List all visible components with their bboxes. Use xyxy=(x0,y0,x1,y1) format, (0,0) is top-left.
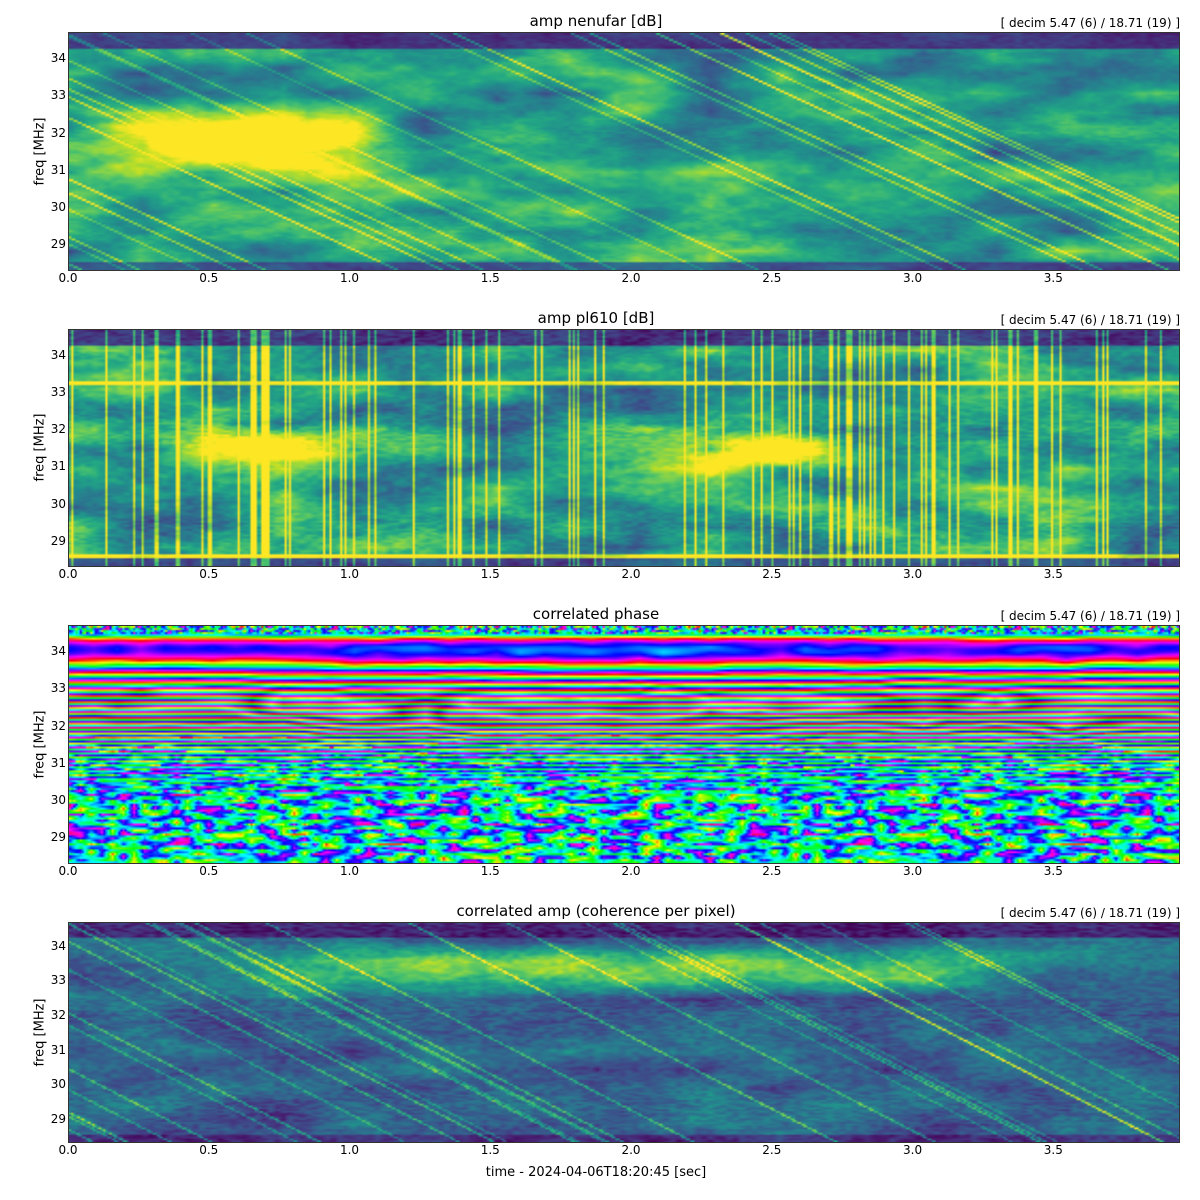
y-axis: freq [MHz]293031323334 xyxy=(12,922,68,1144)
x-tick: 3.0 xyxy=(903,864,922,878)
x-tick: 0.5 xyxy=(199,567,218,581)
y-tick: 32 xyxy=(44,1008,66,1022)
x-tick: 1.0 xyxy=(340,271,359,285)
x-tick: 0.5 xyxy=(199,1143,218,1157)
x-tick: 2.5 xyxy=(762,864,781,878)
x-tick: 1.5 xyxy=(481,271,500,285)
y-tick: 34 xyxy=(44,348,66,362)
y-tick: 33 xyxy=(44,88,66,102)
x-tick: 0.0 xyxy=(58,1143,77,1157)
x-tick: 0.0 xyxy=(58,567,77,581)
panel-p4: correlated amp (coherence per pixel) [ de… xyxy=(12,902,1180,1181)
y-tick: 31 xyxy=(44,1043,66,1057)
x-tick: 0.5 xyxy=(199,864,218,878)
decim-annotation: [ decim 5.47 (6) / 18.71 (19) ] xyxy=(1001,16,1180,30)
y-tick: 34 xyxy=(44,939,66,953)
panel-p1: amp nenufar [dB] [ decim 5.47 (6) / 18.71… xyxy=(12,12,1180,291)
decim-annotation: [ decim 5.47 (6) / 18.71 (19) ] xyxy=(1001,609,1180,623)
spectrogram-plot xyxy=(68,329,1180,568)
spectrogram-canvas xyxy=(69,626,1179,863)
x-tick: 2.5 xyxy=(762,271,781,285)
spectrogram-plot xyxy=(68,32,1180,271)
x-tick: 2.5 xyxy=(762,1143,781,1157)
x-tick: 3.0 xyxy=(903,567,922,581)
x-tick: 1.0 xyxy=(340,567,359,581)
y-tick: 32 xyxy=(44,719,66,733)
x-tick: 2.0 xyxy=(621,567,640,581)
y-tick: 30 xyxy=(44,497,66,511)
panel-p2: amp pl610 [dB] [ decim 5.47 (6) / 18.71 (… xyxy=(12,309,1180,588)
x-tick: 2.5 xyxy=(762,567,781,581)
spectrogram-plot xyxy=(68,625,1180,864)
x-tick: 3.5 xyxy=(1044,567,1063,581)
x-tick: 0.5 xyxy=(199,271,218,285)
x-axis: 0.00.51.01.52.02.53.03.5 xyxy=(68,1143,1180,1163)
y-tick: 33 xyxy=(44,681,66,695)
x-tick: 3.0 xyxy=(903,1143,922,1157)
y-tick: 34 xyxy=(44,51,66,65)
x-tick: 3.5 xyxy=(1044,864,1063,878)
y-axis: freq [MHz]293031323334 xyxy=(12,625,68,864)
y-tick: 29 xyxy=(44,830,66,844)
x-tick: 0.0 xyxy=(58,271,77,285)
y-tick: 31 xyxy=(44,459,66,473)
x-tick: 2.0 xyxy=(621,864,640,878)
spectrogram-canvas xyxy=(69,33,1179,270)
y-tick: 31 xyxy=(44,756,66,770)
x-tick: 1.5 xyxy=(481,1143,500,1157)
y-tick: 29 xyxy=(44,1112,66,1126)
x-tick: 2.0 xyxy=(621,271,640,285)
y-tick: 34 xyxy=(44,644,66,658)
x-axis: 0.00.51.01.52.02.53.03.5 xyxy=(68,864,1180,884)
decim-annotation: [ decim 5.47 (6) / 18.71 (19) ] xyxy=(1001,313,1180,327)
x-tick: 1.0 xyxy=(340,864,359,878)
y-tick: 29 xyxy=(44,237,66,251)
panel-title: amp pl610 [dB] xyxy=(538,309,655,327)
x-tick: 1.0 xyxy=(340,1143,359,1157)
panel-title: correlated amp (coherence per pixel) xyxy=(456,902,735,920)
y-tick: 33 xyxy=(44,973,66,987)
x-tick: 1.5 xyxy=(481,864,500,878)
x-axis: 0.00.51.01.52.02.53.03.5 xyxy=(68,271,1180,291)
spectrogram-plot xyxy=(68,922,1180,1144)
x-tick: 3.5 xyxy=(1044,271,1063,285)
y-tick: 30 xyxy=(44,1077,66,1091)
x-tick: 1.5 xyxy=(481,567,500,581)
spectrogram-canvas xyxy=(69,923,1179,1143)
x-tick: 3.5 xyxy=(1044,1143,1063,1157)
x-axis-label: time - 2024-04-06T18:20:45 [sec] xyxy=(12,1165,1180,1180)
y-axis: freq [MHz]293031323334 xyxy=(12,329,68,568)
y-tick: 32 xyxy=(44,126,66,140)
panel-title: amp nenufar [dB] xyxy=(530,12,663,30)
x-axis: 0.00.51.01.52.02.53.03.5 xyxy=(68,567,1180,587)
y-tick: 31 xyxy=(44,163,66,177)
spectrogram-canvas xyxy=(69,330,1179,567)
panel-title: correlated phase xyxy=(533,605,659,623)
decim-annotation: [ decim 5.47 (6) / 18.71 (19) ] xyxy=(1001,906,1180,920)
x-tick: 2.0 xyxy=(621,1143,640,1157)
panel-p3: correlated phase [ decim 5.47 (6) / 18.71… xyxy=(12,605,1180,884)
y-tick: 29 xyxy=(44,534,66,548)
y-tick: 30 xyxy=(44,793,66,807)
x-tick: 0.0 xyxy=(58,864,77,878)
y-axis: freq [MHz]293031323334 xyxy=(12,32,68,271)
y-tick: 32 xyxy=(44,422,66,436)
x-tick: 3.0 xyxy=(903,271,922,285)
y-tick: 33 xyxy=(44,385,66,399)
y-tick: 30 xyxy=(44,200,66,214)
